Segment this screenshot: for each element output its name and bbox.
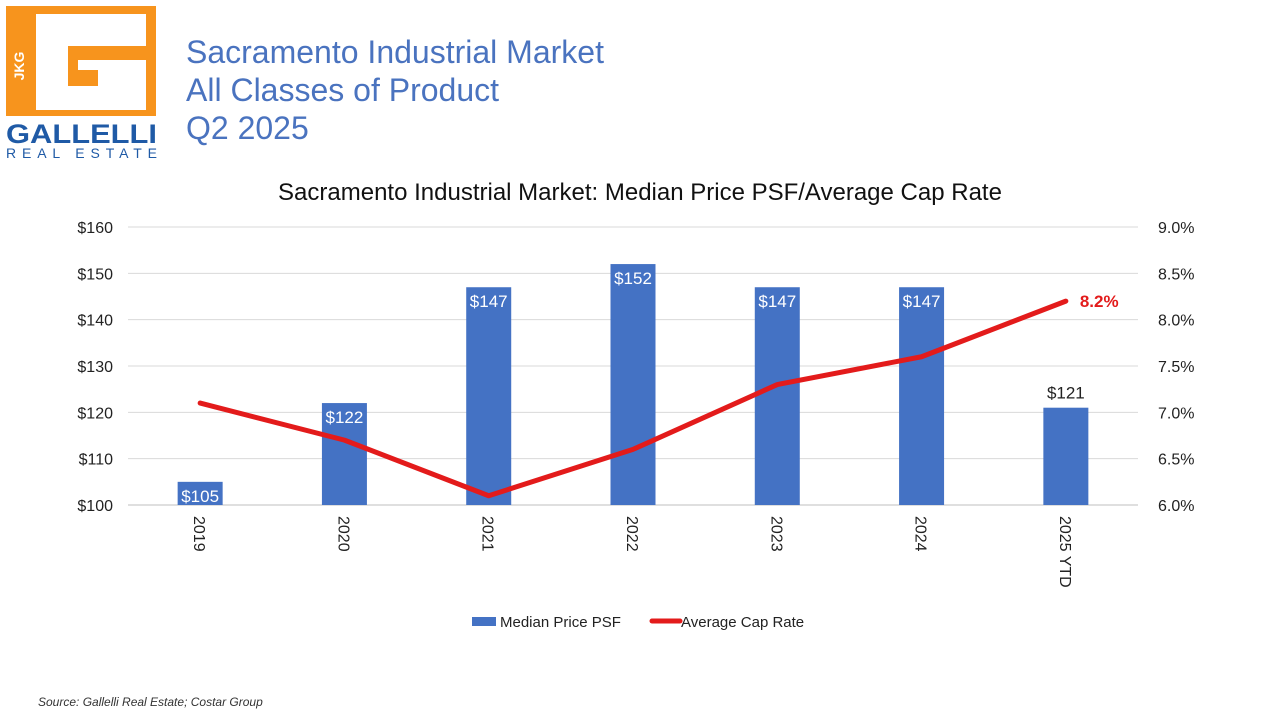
bar-data-label: $147 xyxy=(758,292,796,311)
legend-label-bars: Median Price PSF xyxy=(500,614,621,631)
left-axis-tick: $120 xyxy=(77,405,113,422)
title-line-2: All Classes of Product xyxy=(186,72,500,108)
bar-data-label: $152 xyxy=(614,269,652,288)
bar-2020 xyxy=(321,403,367,505)
x-axis-tick: 2024 xyxy=(912,516,929,552)
right-axis-tick: 9.0% xyxy=(1158,220,1194,237)
cap-rate-data-label: 8.2% xyxy=(1080,292,1119,311)
x-axis-tick: 2023 xyxy=(767,516,784,552)
bar-2022 xyxy=(610,264,656,505)
right-axis-tick: 8.0% xyxy=(1158,313,1194,330)
bar-data-label: $147 xyxy=(903,292,941,311)
left-axis-tick: $110 xyxy=(79,452,114,469)
right-axis-tick: 6.0% xyxy=(1158,498,1194,515)
combo-chart: Sacramento Industrial Market: Median Pri… xyxy=(77,179,1194,631)
x-axis-tick: 2021 xyxy=(479,516,496,552)
chart-title: Sacramento Industrial Market: Median Pri… xyxy=(278,179,1002,206)
bar-2019 xyxy=(177,481,223,505)
bar-data-label: $105 xyxy=(181,487,219,506)
logo-subtext: REAL ESTATE xyxy=(6,145,157,160)
logo-wordmark: GALLELLI xyxy=(6,119,157,149)
title-line-1: Sacramento Industrial Market xyxy=(186,34,604,70)
bar-2021 xyxy=(466,287,512,505)
bar-2025 YTD xyxy=(1043,407,1089,505)
bar-2024 xyxy=(899,287,945,505)
x-axis-tick: 2025 YTD xyxy=(1056,516,1073,588)
page-title: Sacramento Industrial Market All Classes… xyxy=(186,33,604,147)
logo-monogram: JKG xyxy=(11,52,27,81)
left-axis-tick: $130 xyxy=(77,359,113,376)
title-line-3: Q2 2025 xyxy=(186,110,309,146)
left-axis-tick: $100 xyxy=(77,498,113,515)
x-axis-tick: 2019 xyxy=(190,516,207,552)
bar-data-label: $121 xyxy=(1047,384,1085,403)
source-note: Source: Gallelli Real Estate; Costar Gro… xyxy=(38,695,263,709)
right-axis-tick: 6.5% xyxy=(1158,452,1194,469)
bar-2023 xyxy=(754,287,800,505)
gallelli-logo: JKG GALLELLI REAL ESTATE xyxy=(6,6,157,160)
left-axis-tick: $150 xyxy=(77,266,113,283)
bar-data-label: $122 xyxy=(326,408,364,427)
right-axis-tick: 7.0% xyxy=(1158,405,1194,422)
right-axis-tick: 8.5% xyxy=(1158,266,1194,283)
x-axis-tick: 2020 xyxy=(334,516,351,552)
legend-label-line: Average Cap Rate xyxy=(681,614,804,631)
bar-data-label: $147 xyxy=(470,292,508,311)
x-axis-tick: 2022 xyxy=(623,516,640,552)
right-axis-tick: 7.5% xyxy=(1158,359,1194,376)
legend-swatch-bars xyxy=(472,617,496,626)
left-axis-tick: $140 xyxy=(77,313,113,330)
left-axis-tick: $160 xyxy=(77,220,113,237)
logo-g-shape xyxy=(36,14,146,110)
